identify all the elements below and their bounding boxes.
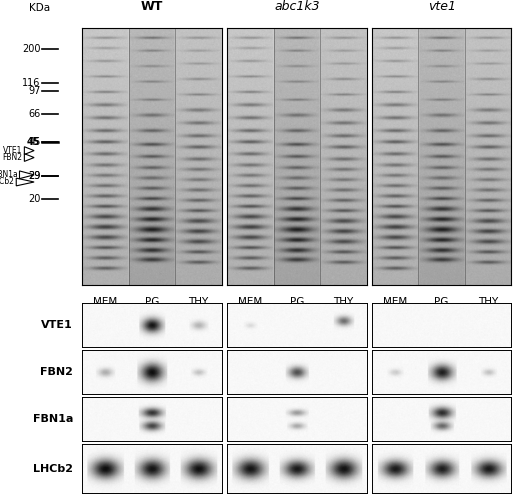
Text: PG: PG — [434, 296, 449, 306]
Text: KDa: KDa — [29, 4, 50, 14]
Text: FBN1a: FBN1a — [33, 414, 73, 424]
Text: 20: 20 — [28, 194, 41, 203]
Text: VTE1: VTE1 — [4, 146, 23, 155]
Text: LHCb2: LHCb2 — [33, 464, 73, 473]
Text: PG: PG — [290, 296, 304, 306]
Text: THY: THY — [333, 296, 354, 306]
Text: 200: 200 — [22, 44, 41, 54]
Text: abc1k3: abc1k3 — [274, 0, 320, 14]
Text: 45: 45 — [27, 137, 41, 147]
Text: vte1: vte1 — [428, 0, 455, 14]
Text: 66: 66 — [28, 109, 41, 119]
Text: PG: PG — [145, 296, 159, 306]
Text: MEM: MEM — [383, 296, 407, 306]
Text: THY: THY — [478, 296, 498, 306]
Text: LHCb2: LHCb2 — [0, 178, 14, 186]
Text: 116: 116 — [22, 78, 41, 88]
Text: THY: THY — [189, 296, 209, 306]
Text: 29: 29 — [28, 170, 41, 180]
Text: MEM: MEM — [238, 296, 263, 306]
Text: FBN2: FBN2 — [40, 367, 73, 377]
Text: VTE1: VTE1 — [41, 320, 73, 330]
Text: FBN1a: FBN1a — [0, 170, 18, 179]
Text: FBN2: FBN2 — [3, 153, 23, 162]
Text: 97: 97 — [28, 86, 41, 96]
Text: MEM: MEM — [94, 296, 118, 306]
Text: 45: 45 — [28, 137, 41, 147]
Text: WT: WT — [141, 0, 163, 14]
Text: 29: 29 — [28, 170, 41, 180]
